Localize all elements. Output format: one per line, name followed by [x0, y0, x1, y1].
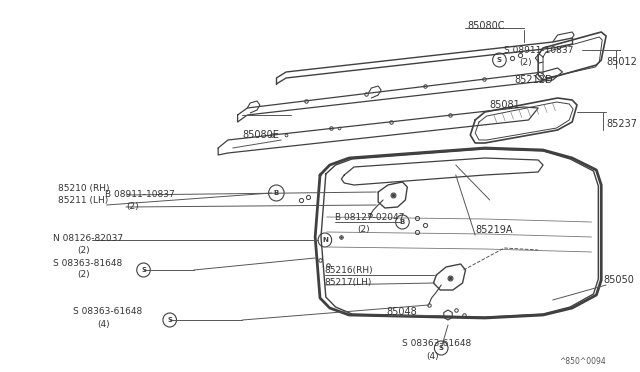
Text: 85012: 85012 [606, 57, 637, 67]
Text: 85210 (RH): 85210 (RH) [58, 183, 109, 192]
Text: (4): (4) [427, 352, 439, 360]
Text: 85080C: 85080C [467, 21, 505, 31]
Text: S 08363-61648: S 08363-61648 [403, 339, 472, 347]
Text: B 08127-02047: B 08127-02047 [335, 212, 404, 221]
Text: 85237: 85237 [606, 119, 637, 129]
Text: 85219A: 85219A [475, 225, 513, 235]
Text: (2): (2) [357, 224, 369, 234]
Text: (2): (2) [126, 202, 139, 211]
Text: (2): (2) [77, 246, 90, 254]
Text: S 08363-61648: S 08363-61648 [73, 308, 142, 317]
Text: 85211 (LH): 85211 (LH) [58, 196, 108, 205]
Text: 85080E: 85080E [243, 130, 279, 140]
Text: B: B [400, 219, 405, 225]
Text: 85212D: 85212D [514, 75, 552, 85]
Text: S: S [497, 57, 502, 63]
Text: 85050: 85050 [603, 275, 634, 285]
Text: (2): (2) [519, 58, 531, 67]
Text: N 08126-82037: N 08126-82037 [53, 234, 124, 243]
Text: 85216(RH): 85216(RH) [325, 266, 374, 275]
Text: 85081: 85081 [490, 100, 520, 110]
Text: 85048: 85048 [386, 307, 417, 317]
Text: ^850^0094: ^850^0094 [559, 357, 606, 366]
Text: S: S [141, 267, 146, 273]
Text: S: S [167, 317, 172, 323]
Text: 85217(LH): 85217(LH) [325, 278, 372, 286]
Text: B: B [274, 190, 279, 196]
Text: S 08911-10837: S 08911-10837 [504, 45, 573, 55]
Text: S: S [439, 345, 444, 351]
Text: B 08911-10837: B 08911-10837 [105, 189, 175, 199]
Text: N: N [322, 237, 328, 243]
Text: S 08363-81648: S 08363-81648 [53, 259, 123, 267]
Text: (2): (2) [77, 270, 90, 279]
Text: (4): (4) [97, 320, 109, 328]
